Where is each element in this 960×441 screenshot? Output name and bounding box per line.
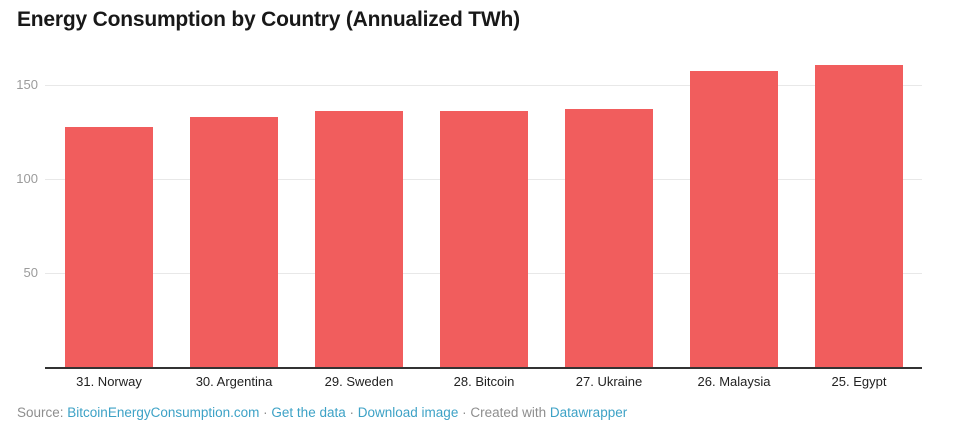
datawrapper-link[interactable]: Datawrapper bbox=[549, 405, 628, 420]
source-link[interactable]: BitcoinEnergyConsumption.com bbox=[67, 405, 260, 420]
download-image-link[interactable]: Download image bbox=[357, 405, 459, 420]
source-label: Source: bbox=[17, 405, 64, 420]
bar[interactable] bbox=[440, 111, 528, 367]
separator: · bbox=[462, 405, 467, 420]
bar[interactable] bbox=[315, 111, 403, 367]
x-axis-label: 25. Egypt bbox=[831, 374, 887, 389]
x-axis-label: 27. Ukraine bbox=[575, 374, 643, 389]
bar[interactable] bbox=[815, 65, 903, 367]
y-axis-tick-label: 50 bbox=[23, 265, 38, 281]
y-axis-tick-label: 100 bbox=[16, 171, 38, 187]
separator: · bbox=[263, 405, 268, 420]
bar[interactable] bbox=[190, 117, 278, 367]
bar[interactable] bbox=[565, 108, 653, 367]
x-axis-label: 31. Norway bbox=[76, 374, 142, 389]
x-axis-label: 29. Sweden bbox=[324, 374, 394, 389]
gridline bbox=[45, 85, 922, 87]
get-data-link[interactable]: Get the data bbox=[271, 405, 346, 420]
bar[interactable] bbox=[65, 127, 153, 367]
footer: Source: BitcoinEnergyConsumption.com · G… bbox=[17, 405, 627, 420]
separator: · bbox=[349, 405, 355, 420]
created-with-label: Created with bbox=[470, 405, 547, 420]
plot-area bbox=[45, 55, 922, 369]
chart-title: Energy Consumption by Country (Annualize… bbox=[17, 8, 520, 31]
x-axis-label: 30. Argentina bbox=[195, 374, 273, 389]
y-axis-tick-label: 150 bbox=[16, 77, 38, 93]
x-axis-label: 28. Bitcoin bbox=[453, 374, 515, 389]
bar-chart: 50 100 150 31. Norway 30. Argentina 29. Swede… bbox=[0, 55, 960, 400]
bar[interactable] bbox=[690, 70, 778, 367]
x-axis-label: 26. Malaysia bbox=[697, 374, 771, 389]
